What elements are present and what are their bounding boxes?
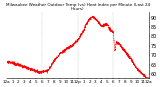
- Title: Milwaukee Weather Outdoor Temp (vs) Heat Index per Minute (Last 24 Hours): Milwaukee Weather Outdoor Temp (vs) Heat…: [6, 3, 150, 11]
